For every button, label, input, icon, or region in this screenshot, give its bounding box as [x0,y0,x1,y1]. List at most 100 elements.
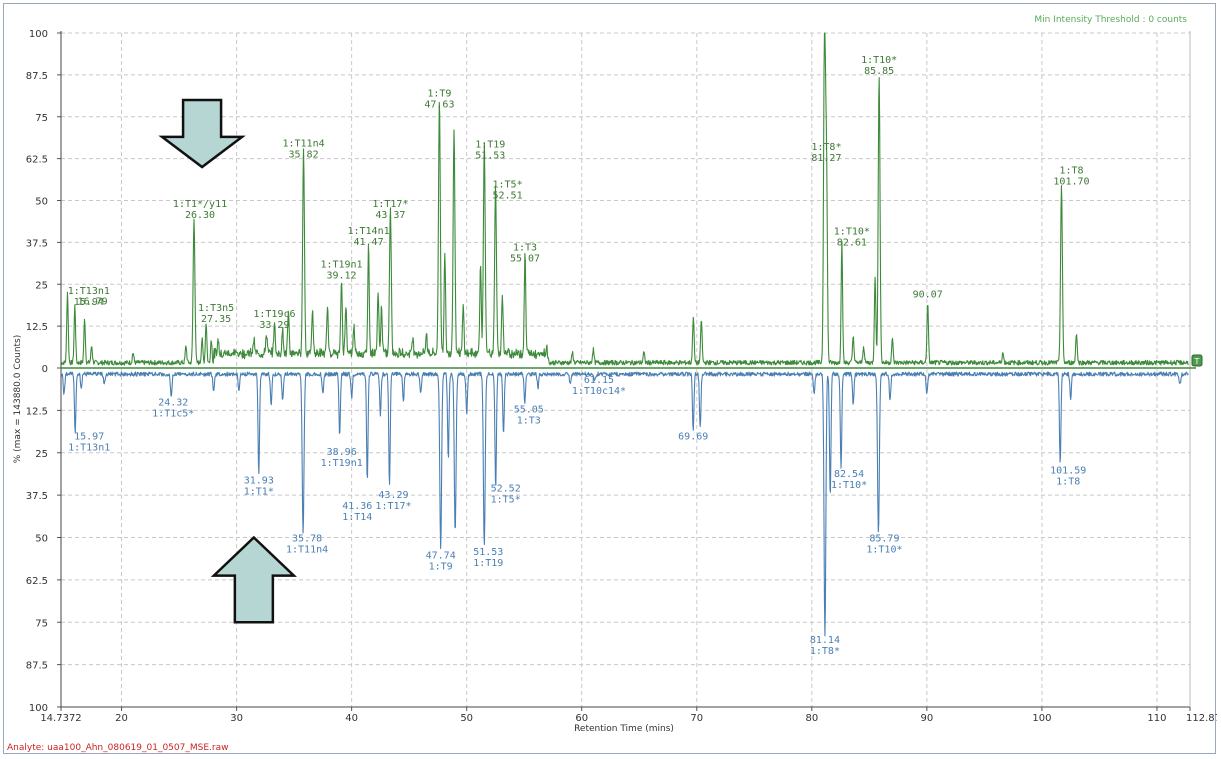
peak-label-bottom-name: 1:T3 [517,416,541,427]
x-tick-label: 100 [1032,713,1051,724]
y-tick-label-top: 12.5 [26,322,48,333]
peak-label-bottom-value: 41.36 [342,501,372,512]
peak-label-top-name: 1:T10* [834,226,870,237]
peak-label-top-value: 27.35 [201,314,231,325]
y-tick-label-bottom: 75 [35,618,48,629]
peak-label-bottom-name: 1:T10* [866,544,902,555]
y-tick-label-bottom: 87.5 [26,661,48,672]
annotation-arrows [158,98,297,624]
peak-label-top-name: 1:T9 [427,88,451,99]
peak-label-top-value: 101.70 [1053,176,1089,187]
peak-label-top-name: 1:T19 [475,139,505,150]
peak-label-top-name: 1:T3n5 [198,303,234,314]
peak-label-top-name: 1:T13n1 [68,286,110,297]
peak-label-bottom-value: 31.93 [244,476,274,487]
peak-label-bottom-value: 85.79 [869,533,899,544]
y-tick-label-bottom: 25 [35,449,48,460]
peak-label-bottom-value: 24.32 [158,398,188,409]
y-tick-label-bottom: 12.5 [26,406,48,417]
x-tick-label: 40 [345,713,358,724]
y-tick-label-bottom: 62.5 [26,576,48,587]
peak-label-top-value: 33.29 [259,320,289,331]
peak-label-top-value: 35.82 [288,150,318,161]
trace-top [60,32,1189,366]
peak-label-bottom-name: 1:T1c5* [152,409,194,420]
peak-label-bottom-value: 81.14 [810,635,840,646]
peak-label-top-name: 1:T1*/y11 [173,199,227,210]
peak-label-bottom-value: 47.74 [426,550,456,561]
peak-label-top-value: 90.07 [913,290,943,301]
peak-label-top-value: 51.53 [475,150,505,161]
x-tick-label: 70 [690,713,703,724]
peak-label-bottom-name: 1:T14 [342,512,372,523]
threshold-note: Min Intensity Threshold : 0 counts [1034,15,1187,25]
x-tick-label: 112.8714 [1186,713,1217,724]
y-tick-label-top: 62.5 [26,155,48,166]
x-tick-label: 20 [115,713,128,724]
peak-label-bottom-name: 1:T11n4 [286,544,328,555]
peak-label-top-name: 1:T19n1 [320,259,362,270]
y-tick-label-top: 100 [29,29,48,40]
peak-label-top-value: 81.27 [811,153,841,164]
peak-label-top-value: 43.37 [375,210,405,221]
trace-bottom [60,371,1189,637]
y-tick-label-top: 50 [35,197,48,208]
peak-label-bottom-value: 52.52 [491,483,521,494]
arrow-up-icon [210,535,297,624]
peak-label-top-value: 26.30 [185,210,215,221]
y-tick-label-top: 25 [35,280,48,291]
peak-label-bottom-value: 55.05 [514,405,544,416]
peak-label-bottom-value: 69.69 [678,432,708,443]
peak-label-bottom-name: 1:T17* [375,501,411,512]
peak-label-top-name: 1:T11n4 [282,139,324,150]
y-tick-label-top: 87.5 [26,71,48,82]
peak-label-bottom-value: 101.59 [1050,466,1086,477]
peak-label-bottom-value: 43.29 [378,490,408,501]
peak-label-top-name: 1:T17* [372,199,408,210]
chromatogram-chart: 100 87.5 75 62.5 50 37.5 25 12.5 0 12.5 25 37.5 50 62… [7,15,1217,753]
peak-label-bottom-value: 38.96 [327,447,357,458]
peak-label-bottom-name: 1:T8* [810,646,840,657]
x-tick-label: 60 [575,713,588,724]
peak-label-top-name: 1:T5* [493,180,523,191]
y-axis-label: % (max = 143880.0 Counts) [13,335,23,464]
peak-label-top-name: 1:T10* [861,55,897,66]
y-tick-label-top: 75 [35,113,48,124]
peak-label-bottom-value: 35.78 [292,533,322,544]
peak-label-bottom-name: 1:T5* [491,494,521,505]
y-tick-label-bottom: 50 [35,534,48,545]
peak-label-top-value: 82.61 [837,237,867,248]
peak-label-bottom-name: 1:T19 [473,558,503,569]
peak-label-top-name: 1:T3 [513,243,537,254]
peak-label-top-value: 55.07 [510,254,540,265]
x-tick-label: 30 [230,713,243,724]
chart-frame: 100 87.5 75 62.5 50 37.5 25 12.5 0 12.5 25 37.5 50 62… [3,3,1217,754]
analyte-label: Analyte: uaa100_Ahn_080619_01_0507_MSE.r… [7,743,228,753]
peak-label-bottom-name: 1:T8 [1056,477,1080,488]
x-tick-label: 80 [805,713,818,724]
end-marker-label: T [1194,357,1200,366]
peak-label-top-name: 1:T8 [1059,165,1083,176]
y-tick-label-top: 37.5 [26,238,48,249]
x-tick-label: 110 [1147,713,1166,724]
peak-label-bottom-value: 15.97 [74,432,104,443]
peak-label-bottom-value: 51.53 [473,547,503,558]
peak-label-top-value: 85.85 [864,66,894,77]
peak-label-bottom-name: 1:T9 [429,561,453,572]
peak-label-top-value: 52.51 [493,191,523,202]
peak-label-top-value: 15.94 [74,297,104,308]
peak-label-top-value: 39.12 [326,270,356,281]
peak-label-top-value: 47.63 [424,99,454,110]
peak-label-bottom-name: 1:T19n1 [321,458,363,469]
peak-label-bottom-value: 82.54 [834,469,864,480]
peak-label-top-name: 1:T14n1 [347,226,389,237]
y-tick-label-bottom: 100 [29,703,48,714]
arrow-down-icon [158,98,246,169]
axes: 100 87.5 75 62.5 50 37.5 25 12.5 0 12.5 25 37.5 50 62… [26,29,1217,724]
end-marker[interactable]: T [1191,354,1203,367]
x-tick-label: 90 [921,713,934,724]
peak-label-top-name: 1:T19c6 [253,309,295,320]
traces [60,32,1189,637]
y-tick-label-top: 0 [42,364,48,375]
peak-label-bottom-value: 61.15 [584,375,614,386]
